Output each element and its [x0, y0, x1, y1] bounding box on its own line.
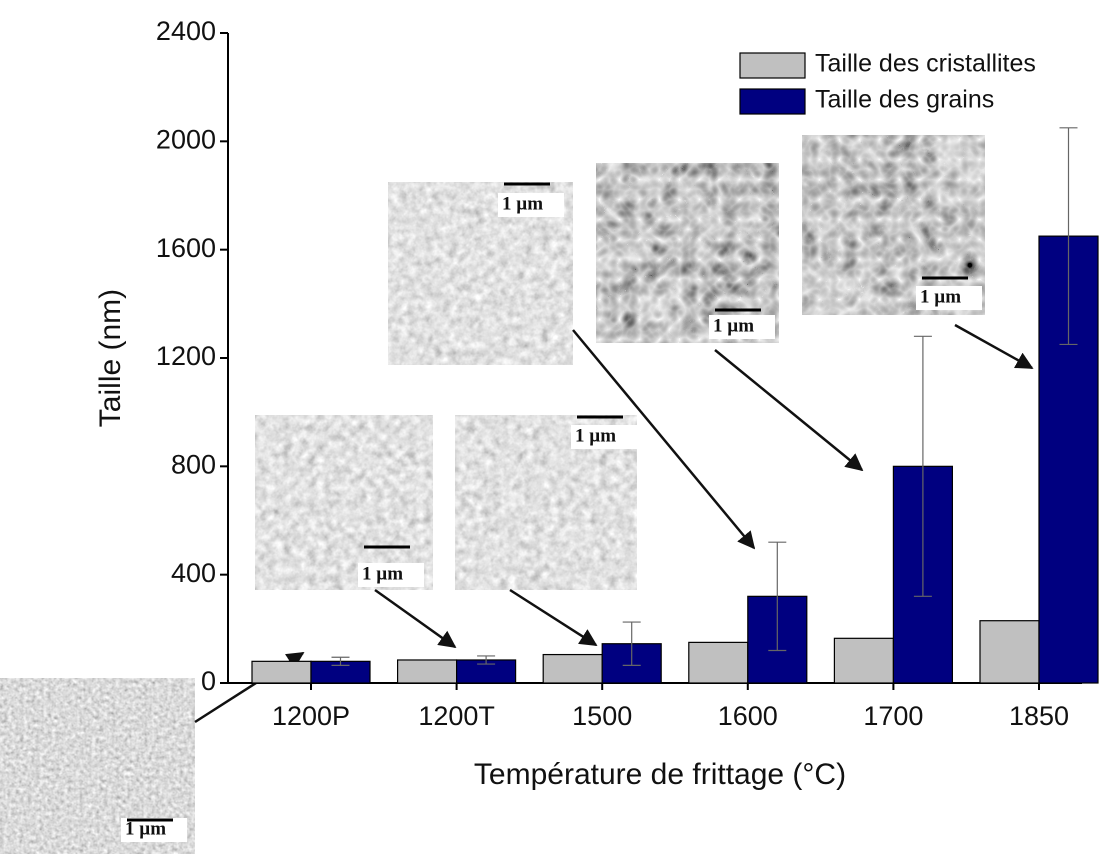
scale-bg	[709, 315, 775, 339]
x-tick-label: 1200T	[418, 701, 495, 731]
bar	[397, 659, 458, 684]
y-axis-label: Taille (nm)	[94, 289, 127, 427]
bar	[833, 637, 895, 684]
sem-image	[596, 163, 779, 343]
arrow	[374, 588, 457, 649]
arrow	[954, 323, 1034, 370]
error-bar	[913, 335, 932, 597]
x-tick-label: 1600	[718, 701, 778, 731]
sem-image	[802, 135, 985, 315]
scale-label: 1 µm	[502, 193, 543, 214]
arrow	[509, 588, 598, 647]
scale-bg	[571, 425, 637, 449]
scale-bg	[121, 818, 187, 842]
x-axis-label: Température de frittage (°C)	[474, 758, 846, 791]
x-tick-label: 1200P	[272, 701, 350, 731]
legend-label: Taille des grains	[815, 86, 994, 114]
x-tick-label: 1850	[1009, 701, 1069, 731]
legend-label: Taille des cristallites	[815, 50, 1036, 78]
sem-image	[255, 415, 433, 590]
scale-label: 1 µm	[713, 315, 754, 336]
bar	[251, 660, 312, 684]
error-bar	[331, 656, 350, 666]
y-tick-label: 800	[171, 449, 216, 479]
y-tick-label: 0	[201, 666, 216, 696]
scale-bg	[916, 286, 982, 310]
legend-swatch	[739, 52, 806, 79]
error-bar	[1059, 127, 1078, 346]
y-tick-label: 400	[171, 558, 216, 588]
scale-label: 1 µm	[125, 818, 166, 839]
x-tick-label: 1500	[572, 701, 632, 731]
scale-bg	[498, 193, 564, 217]
legend-swatch	[739, 88, 806, 115]
y-tick-label: 1600	[156, 233, 216, 263]
x-tick-label: 1700	[863, 701, 923, 731]
arrow	[714, 349, 864, 472]
bar	[979, 620, 1040, 684]
scale-label: 1 µm	[362, 563, 403, 584]
arrow	[572, 329, 756, 550]
scale-label: 1 µm	[920, 286, 961, 307]
error-bar	[622, 621, 641, 666]
bar	[688, 641, 749, 684]
error-bar	[768, 541, 787, 652]
insets	[0, 135, 1034, 854]
error-bar	[477, 655, 496, 665]
bar	[542, 653, 603, 684]
y-tick-label: 2400	[156, 16, 216, 46]
scale-label: 1 µm	[575, 425, 616, 446]
y-tick-label: 1200	[156, 341, 216, 371]
y-tick-label: 2000	[156, 124, 216, 154]
scale-bg	[358, 563, 424, 587]
